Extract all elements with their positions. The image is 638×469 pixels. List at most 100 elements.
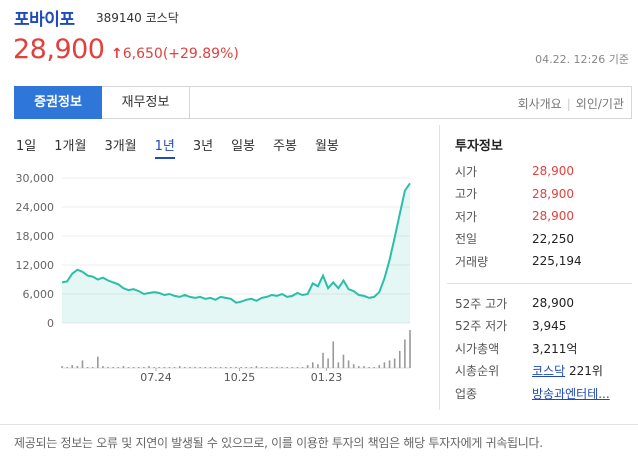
y-tick-label: 12,000 <box>16 259 55 272</box>
volume-bar <box>214 367 217 368</box>
volume-bar <box>398 350 401 368</box>
y-tick-label: 30,000 <box>16 172 55 185</box>
volume-bar <box>235 367 237 368</box>
info-row-52w-low: 52주 저가 3,945 <box>455 318 567 334</box>
volume-bar <box>301 367 304 368</box>
volume-bar <box>260 367 263 368</box>
volume-bar <box>317 364 319 368</box>
period-3m[interactable]: 3개월 <box>104 139 137 154</box>
volume-bar <box>245 367 248 368</box>
volume-bar <box>291 367 294 368</box>
volume-bar <box>286 367 288 368</box>
arrow-up-icon: ↑ <box>111 46 123 62</box>
volume-bar <box>178 366 181 368</box>
info-row-open: 시가 28,900 <box>455 164 574 179</box>
volume-bar <box>281 367 283 368</box>
period-3y[interactable]: 3년 <box>192 139 214 154</box>
x-tick-label: 10.25 <box>224 371 256 384</box>
volume-bar <box>122 366 125 368</box>
info-row-rank: 시총순위 코스닥 221위 <box>455 364 603 379</box>
volume-bar <box>143 367 145 368</box>
volume-bar <box>76 366 79 368</box>
info-row-industry: 업종 방송과엔터테... <box>455 386 610 401</box>
volume-bar <box>219 367 222 368</box>
volume-bar <box>347 360 350 368</box>
volume-bar <box>117 367 120 368</box>
period-monthly[interactable]: 월봉 <box>314 139 339 154</box>
volume-bar <box>224 367 227 368</box>
volume-bar <box>132 367 135 368</box>
volume-bar <box>112 367 114 368</box>
invest-info-title: 투자정보 <box>455 139 503 154</box>
volume-bar <box>230 367 232 368</box>
volume-bar <box>409 330 411 368</box>
volume-bar <box>81 360 84 368</box>
volume-bar <box>296 367 299 368</box>
volume-bar <box>173 367 176 368</box>
period-1d[interactable]: 1일 <box>16 139 37 154</box>
volume-bar <box>337 362 340 368</box>
volume-bar <box>342 354 345 368</box>
volume-bar <box>148 366 150 368</box>
volume-bar <box>107 367 109 368</box>
info-row-high: 고가 28,900 <box>455 186 574 202</box>
info-row-volume: 거래량 225,194 <box>455 254 582 269</box>
volume-bar <box>378 365 381 368</box>
x-tick-label: 07.24 <box>140 371 172 384</box>
tab-financial-info[interactable]: 재무정보 <box>102 86 190 119</box>
price-area <box>62 183 410 323</box>
invest-info-table-1: 시가 28,900 고가 28,900 저가 28,900 전일 22,250 거래량 2… <box>455 160 635 273</box>
volume-bar <box>404 339 406 368</box>
info-row-prev-close: 전일 22,250 <box>455 231 574 247</box>
tab-company-overview[interactable]: 회사개요 <box>517 97 562 111</box>
tab-foreign-institution[interactable]: 외인/기관 <box>575 97 624 111</box>
volume-bar <box>199 367 201 368</box>
tab-stock-info[interactable]: 증권정보 <box>14 86 102 119</box>
volume-bar <box>184 367 186 368</box>
y-tick-label: 24,000 <box>16 201 55 214</box>
volume-bar <box>358 366 360 368</box>
y-tick-label: 18,000 <box>16 230 55 243</box>
volume-bar <box>265 367 268 368</box>
volume-bar <box>204 367 207 368</box>
volume-bar <box>163 367 166 368</box>
volume-bar <box>383 362 386 368</box>
volume-bar <box>373 367 375 368</box>
volume-bar <box>250 367 253 368</box>
volume-bar <box>194 367 196 368</box>
invest-info-table-2: 52주 고가 28,900 52주 저가 3,945 시가총액 3,211억 시총순위… <box>455 292 635 405</box>
volume-bar <box>158 367 161 368</box>
y-tick-label: 0 <box>47 317 54 330</box>
period-weekly[interactable]: 주봉 <box>273 139 297 154</box>
tab-links: 회사개요 | 외인/기관 <box>517 97 624 111</box>
volume-bar <box>127 367 130 368</box>
info-row-low: 저가 28,900 <box>455 209 574 224</box>
period-1y[interactable]: 1년 <box>154 135 175 159</box>
current-price: 28,900 <box>13 34 105 65</box>
volume-bar <box>86 367 89 368</box>
volume-bar <box>352 364 355 368</box>
volume-bar <box>306 365 309 368</box>
volume-bar <box>393 358 396 368</box>
volume-bar <box>311 362 314 368</box>
volume-bar <box>368 367 370 368</box>
volume-bar <box>66 367 68 368</box>
price-chart: 30,000 24,000 18,000 12,000 6,000 0 07.24 10.2… <box>16 172 411 384</box>
price-line <box>61 182 411 304</box>
volume-bar <box>388 360 391 368</box>
volume-bar <box>91 367 94 368</box>
stock-code: 389140 코스닥 <box>96 11 179 25</box>
period-1m[interactable]: 1개월 <box>54 139 87 154</box>
volume-bar <box>332 341 335 368</box>
stock-name: 포바이포 <box>14 10 75 30</box>
industry-link[interactable]: 방송과엔터테... <box>532 386 610 401</box>
volume-bar <box>137 367 140 368</box>
volume-bar <box>240 367 242 368</box>
volume-bar <box>102 366 104 368</box>
info-row-52w-high: 52주 고가 28,900 <box>455 296 574 311</box>
x-tick-label: 01.23 <box>311 371 343 384</box>
volume-bar <box>61 366 63 368</box>
market-link[interactable]: 코스닥 <box>532 364 566 379</box>
period-daily[interactable]: 일봉 <box>231 139 256 154</box>
volume-bar <box>276 367 278 368</box>
